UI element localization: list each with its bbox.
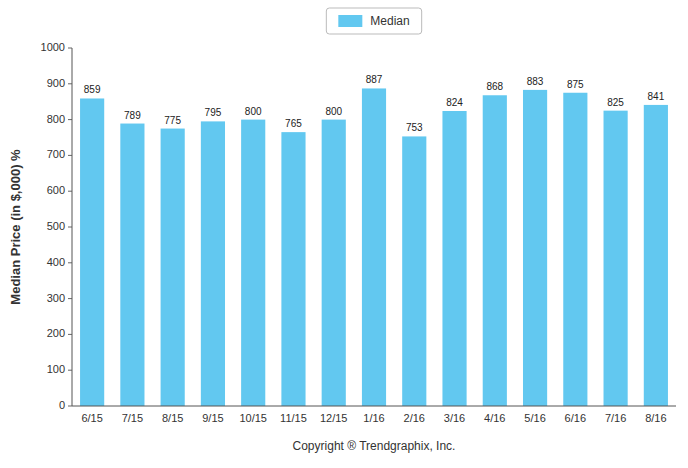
y-tick-label: 100 bbox=[47, 363, 65, 375]
y-tick bbox=[68, 334, 72, 335]
bar bbox=[161, 129, 185, 406]
x-axis-label: Copyright ® Trendgraphix, Inc. bbox=[293, 439, 456, 453]
y-tick bbox=[68, 298, 72, 299]
y-tick-label: 900 bbox=[47, 77, 65, 89]
bar bbox=[442, 111, 466, 406]
data-label: 825 bbox=[607, 97, 624, 108]
y-tick-label: 700 bbox=[47, 148, 65, 160]
bar bbox=[201, 121, 225, 406]
legend-swatch bbox=[338, 15, 362, 27]
legend-frame bbox=[326, 8, 421, 34]
data-label: 765 bbox=[285, 118, 302, 129]
bar bbox=[281, 132, 305, 406]
legend: Median bbox=[326, 8, 421, 34]
x-tick-label: 7/16 bbox=[605, 412, 626, 424]
x-axis-line bbox=[72, 406, 676, 407]
x-tick-label: 5/16 bbox=[524, 412, 545, 424]
bar bbox=[362, 88, 386, 406]
y-tick-label: 200 bbox=[47, 327, 65, 339]
x-tick-label: 9/15 bbox=[202, 412, 223, 424]
bar bbox=[120, 124, 144, 406]
y-tick-label: 1000 bbox=[41, 41, 65, 53]
y-tick bbox=[68, 83, 72, 84]
x-tick-label: 2/16 bbox=[404, 412, 425, 424]
y-tick bbox=[68, 227, 72, 228]
x-tick-label: 6/15 bbox=[81, 412, 102, 424]
y-tick-label: 400 bbox=[47, 256, 65, 268]
y-tick bbox=[68, 262, 72, 263]
y-tick-label: 300 bbox=[47, 292, 65, 304]
data-label: 800 bbox=[245, 106, 262, 117]
bar bbox=[402, 136, 426, 406]
x-tick-label: 12/15 bbox=[320, 412, 348, 424]
y-tick bbox=[68, 370, 72, 371]
bar bbox=[563, 93, 587, 406]
data-label: 775 bbox=[164, 115, 181, 126]
chart: 0 100 200 300 400 500 600 700 800 900 1000 859 789 77… bbox=[0, 0, 688, 468]
y-tick bbox=[68, 155, 72, 156]
bar bbox=[523, 90, 547, 406]
x-tick-label: 10/15 bbox=[239, 412, 267, 424]
bars bbox=[80, 88, 668, 406]
data-label: 753 bbox=[406, 122, 423, 133]
y-tick-label: 0 bbox=[59, 399, 65, 411]
bar bbox=[483, 95, 507, 406]
data-label: 883 bbox=[527, 76, 544, 87]
x-tick-label: 8/16 bbox=[645, 412, 666, 424]
data-label: 887 bbox=[366, 74, 383, 85]
data-label: 789 bbox=[124, 110, 141, 121]
x-tick-label: 6/16 bbox=[565, 412, 586, 424]
data-label: 795 bbox=[205, 107, 222, 118]
bar bbox=[604, 111, 628, 406]
bar bbox=[644, 105, 668, 406]
y-tick bbox=[68, 119, 72, 120]
bar bbox=[322, 120, 346, 406]
y-tick bbox=[68, 406, 72, 407]
x-tick-label: 3/16 bbox=[444, 412, 465, 424]
data-label: 859 bbox=[84, 84, 101, 95]
y-tick-label: 500 bbox=[47, 220, 65, 232]
data-label: 824 bbox=[446, 97, 463, 108]
y-axis-label: Median Price (in $,000) % bbox=[8, 149, 23, 305]
data-label: 841 bbox=[648, 91, 665, 102]
y-tick bbox=[68, 191, 72, 192]
y-axis-line bbox=[72, 48, 73, 406]
legend-label: Median bbox=[370, 14, 409, 28]
x-tick-label: 8/15 bbox=[162, 412, 183, 424]
x-tick-label: 11/15 bbox=[280, 412, 307, 424]
data-label: 875 bbox=[567, 79, 584, 90]
chart-container: 0 100 200 300 400 500 600 700 800 900 1000 859 789 77… bbox=[0, 0, 688, 468]
data-label: 800 bbox=[325, 106, 342, 117]
bar bbox=[241, 120, 265, 406]
y-tick-label: 800 bbox=[47, 113, 65, 125]
x-tick-label: 1/16 bbox=[363, 412, 384, 424]
x-tick-label: 4/16 bbox=[484, 412, 505, 424]
y-tick-label: 600 bbox=[47, 184, 65, 196]
y-tick bbox=[68, 48, 72, 49]
bar bbox=[80, 98, 104, 406]
data-label: 868 bbox=[486, 81, 503, 92]
x-tick-label: 7/15 bbox=[122, 412, 143, 424]
